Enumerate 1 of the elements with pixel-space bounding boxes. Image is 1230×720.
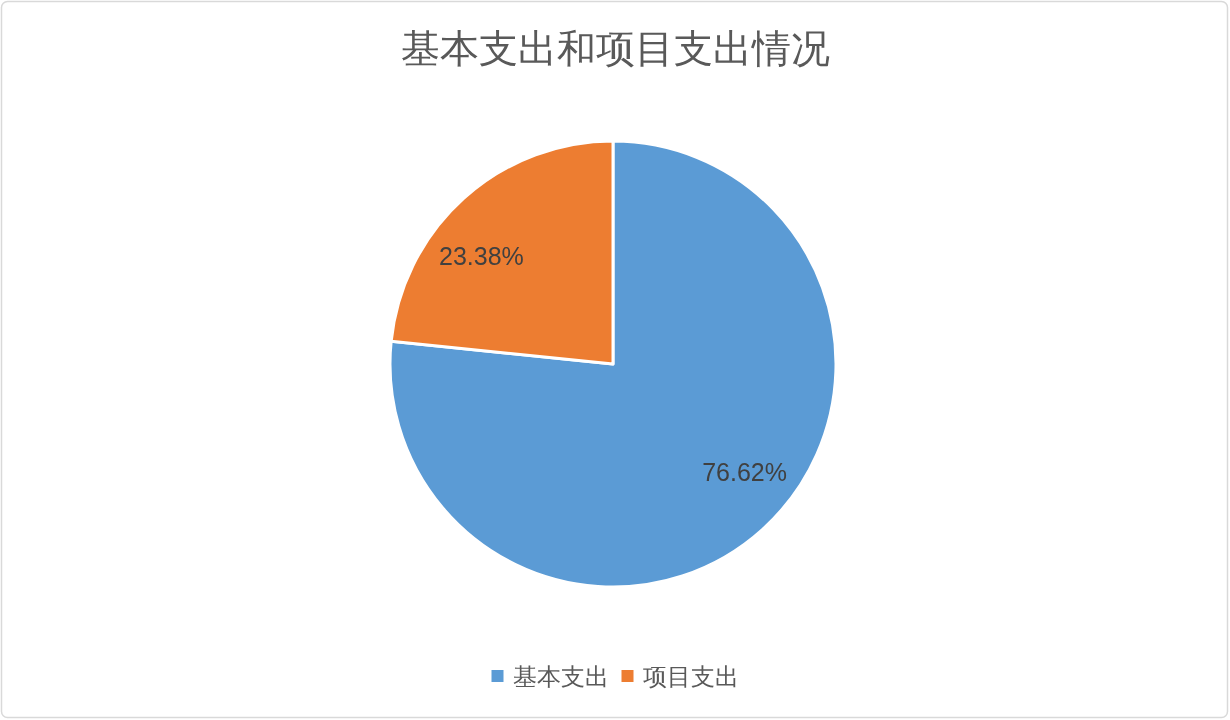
title: 基本支出和项目支出情况: [400, 27, 830, 70]
